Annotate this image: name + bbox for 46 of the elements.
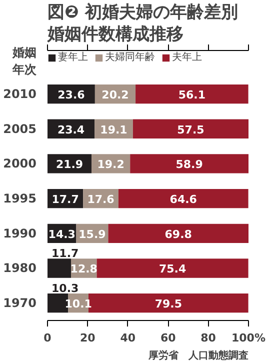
x-tick-label: 20 bbox=[80, 332, 96, 344]
data-label: 23.4 bbox=[57, 123, 85, 136]
bar bbox=[132, 119, 248, 138]
text: 厚労省 人口動態調査 bbox=[148, 350, 248, 362]
data-label: 12.8 bbox=[70, 262, 98, 276]
bar bbox=[48, 258, 72, 278]
x-tick-label: 100% bbox=[232, 332, 266, 344]
data-label: 57.5 bbox=[177, 123, 204, 136]
y-tick-label: 1990 bbox=[3, 226, 37, 240]
data-label: 21.9 bbox=[56, 158, 84, 172]
y-tick-label: 1980 bbox=[3, 261, 37, 276]
bar bbox=[108, 224, 248, 243]
data-label: 19.1 bbox=[100, 123, 128, 136]
y-tick-label: 2010 bbox=[3, 87, 37, 102]
chart-title: 図❷ 初婚夫婦の年齢差別婚姻件数構成推移 bbox=[46, 2, 238, 44]
legend-label: 妻年上 bbox=[58, 50, 88, 64]
x-tick-label: 80 bbox=[200, 332, 216, 344]
y-axis-title: 婚姻年次 bbox=[12, 46, 38, 76]
x-tick-label: 40 bbox=[120, 332, 136, 344]
data-label: 15.9 bbox=[78, 228, 106, 241]
data-label: 10.3 bbox=[52, 282, 79, 295]
y-tick-label: 2005 bbox=[3, 122, 37, 136]
data-label: 14.3 bbox=[48, 228, 76, 241]
data-label: 79.5 bbox=[154, 298, 182, 311]
data-label: 19.2 bbox=[97, 158, 124, 172]
bar bbox=[130, 154, 248, 174]
bar bbox=[136, 84, 248, 104]
data-label: 20.2 bbox=[102, 88, 129, 102]
data-label: 17.6 bbox=[87, 193, 115, 206]
legend-label: 夫年上 bbox=[172, 50, 202, 64]
x-tick-label: 60 bbox=[160, 332, 176, 344]
data-label: 69.8 bbox=[164, 228, 192, 241]
data-label: 11.7 bbox=[52, 247, 79, 260]
data-label: 23.6 bbox=[58, 88, 86, 102]
data-label: 64.6 bbox=[170, 193, 198, 206]
y-tick-label: 1970 bbox=[3, 296, 37, 310]
data-label: 17.7 bbox=[52, 193, 79, 206]
y-tick-label: 1995 bbox=[3, 192, 37, 206]
legend-label: 夫婦同年齢 bbox=[105, 50, 155, 64]
y-tick-label: 2000 bbox=[3, 156, 37, 171]
data-label: 58.9 bbox=[176, 158, 203, 172]
data-label: 56.1 bbox=[178, 88, 206, 102]
bar bbox=[118, 188, 248, 208]
bar bbox=[96, 258, 248, 278]
x-tick-label: 0 bbox=[44, 332, 52, 344]
data-label: 75.4 bbox=[158, 262, 186, 276]
